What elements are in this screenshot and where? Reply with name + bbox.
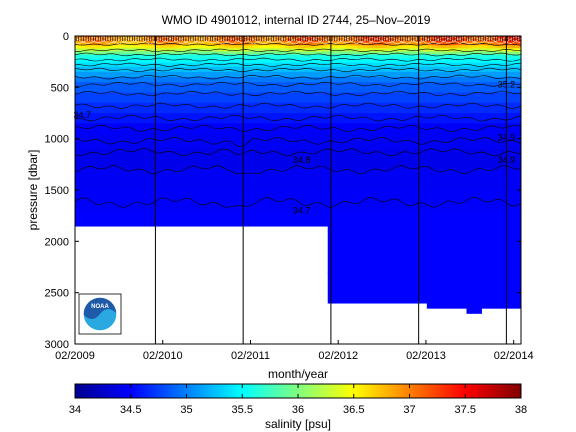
contour-labels: 34.7 35.2 34.9 34.9 34.8 34.7 — [74, 79, 516, 215]
colorbar-tick-label: 37.5 — [455, 404, 476, 416]
contour-line — [75, 48, 521, 52]
colorbar-tick-label: 35.5 — [232, 404, 253, 416]
y-tick-label: 1500 — [45, 185, 69, 197]
noaa-logo-icon: NOAA — [78, 293, 122, 335]
colorbar-ticks: 34 34.5 35 35.5 36 36.5 37 37.5 38 — [69, 384, 527, 416]
contour-line — [75, 52, 521, 57]
contour-line — [75, 67, 521, 73]
noaa-logo-text: NOAA — [91, 304, 109, 310]
colorbar-tick-label: 34.5 — [120, 404, 141, 416]
x-axis: 02/2009 02/2010 02/2011 02/2012 02/2013 02/20… — [55, 340, 534, 362]
contour-line — [75, 42, 521, 46]
contour-label: 35.2 — [498, 79, 516, 89]
contour-line — [75, 74, 521, 80]
contour-line — [75, 102, 521, 109]
colorbar-tick-label: 38 — [515, 404, 527, 416]
y-tick-label: 2500 — [45, 288, 69, 300]
contour-line — [75, 62, 521, 67]
x-tick-label: 02/2010 — [143, 350, 183, 362]
contour-label: 34.7 — [74, 110, 92, 120]
colorbar-tick-label: 34 — [69, 404, 81, 416]
year-boundary-lines — [154, 36, 507, 344]
contour-label: 34.7 — [293, 206, 311, 216]
x-tick-label: 02/2013 — [406, 350, 446, 362]
colorbar-tick-label: 37 — [403, 404, 415, 416]
colorbar-tick-label: 35 — [180, 404, 192, 416]
x-tick-label: 02/2014 — [494, 350, 534, 362]
surface-contour — [75, 40, 521, 45]
y-tick-label: 500 — [51, 82, 69, 94]
contour-line — [75, 197, 521, 208]
contour-label: 34.9 — [498, 155, 516, 165]
contour-line — [75, 57, 521, 62]
y-axis-label: pressure [dbar] — [26, 150, 40, 231]
contour-label: 34.9 — [498, 133, 516, 143]
contour-line — [75, 136, 521, 148]
x-tick-label: 02/2012 — [318, 350, 358, 362]
chart-title: WMO ID 4901012, internal ID 2744, 25–Nov… — [162, 13, 431, 27]
salinity-heatmap — [75, 36, 521, 314]
y-tick-label: 1000 — [45, 134, 69, 146]
colorbar-tick-label: 36 — [292, 404, 304, 416]
contour-line — [75, 148, 521, 157]
x-tick-label: 02/2009 — [55, 350, 95, 362]
contour-line — [75, 90, 521, 97]
profile-tick-marks — [75, 36, 521, 41]
contour-label: 34.8 — [293, 155, 311, 165]
contour-line — [75, 124, 521, 132]
colorbar-label: salinity [psu] — [265, 417, 331, 431]
x-tick-label: 02/2011 — [231, 350, 270, 362]
y-tick-label: 3000 — [45, 339, 69, 351]
contour-line — [75, 165, 521, 175]
contour-line — [75, 81, 521, 87]
colorbar-tick-label: 36.5 — [343, 404, 364, 416]
contour-line — [75, 114, 521, 122]
x-axis-label: month/year — [268, 367, 328, 381]
y-axis: 0 500 1000 1500 2000 2500 3000 — [45, 31, 521, 351]
y-tick-label: 0 — [63, 31, 69, 43]
y-tick-label: 2000 — [45, 236, 69, 248]
